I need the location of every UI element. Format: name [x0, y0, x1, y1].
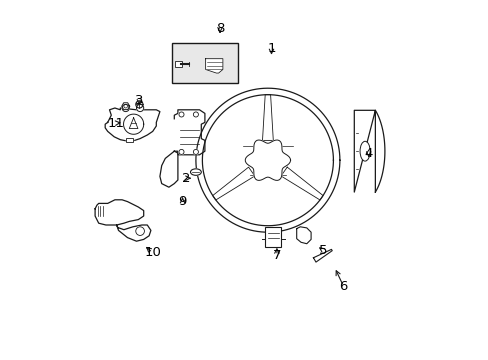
Polygon shape [205, 59, 223, 73]
Circle shape [136, 104, 143, 112]
Circle shape [179, 112, 183, 117]
Text: 8: 8 [215, 22, 224, 35]
Polygon shape [196, 88, 339, 232]
Text: 1: 1 [267, 42, 275, 55]
Text: 6: 6 [339, 280, 347, 293]
Polygon shape [354, 110, 384, 192]
Circle shape [122, 104, 129, 112]
Text: 3: 3 [135, 94, 143, 107]
Circle shape [136, 227, 144, 235]
Circle shape [179, 149, 183, 154]
Ellipse shape [359, 141, 369, 161]
Polygon shape [313, 249, 331, 262]
Text: 9: 9 [178, 195, 186, 208]
Polygon shape [262, 95, 273, 140]
Text: 11: 11 [107, 117, 124, 130]
Bar [265, 227, 281, 247]
Text: 5: 5 [318, 244, 326, 257]
Polygon shape [174, 110, 204, 155]
Bar [171, 43, 238, 83]
Polygon shape [95, 200, 143, 225]
Text: 10: 10 [144, 246, 161, 259]
Ellipse shape [190, 169, 201, 175]
Polygon shape [296, 227, 310, 244]
Polygon shape [212, 167, 254, 200]
Polygon shape [245, 140, 290, 180]
Bar [125, 138, 133, 142]
Circle shape [193, 112, 198, 117]
Circle shape [136, 101, 142, 108]
Bar [175, 61, 181, 67]
Text: 2: 2 [182, 172, 190, 185]
Polygon shape [117, 225, 151, 241]
Circle shape [193, 149, 198, 154]
Polygon shape [281, 167, 323, 200]
Polygon shape [105, 108, 160, 141]
Polygon shape [122, 103, 129, 110]
Text: 7: 7 [272, 249, 281, 262]
Polygon shape [160, 151, 178, 187]
Bar [125, 138, 133, 142]
Text: 4: 4 [364, 147, 372, 159]
